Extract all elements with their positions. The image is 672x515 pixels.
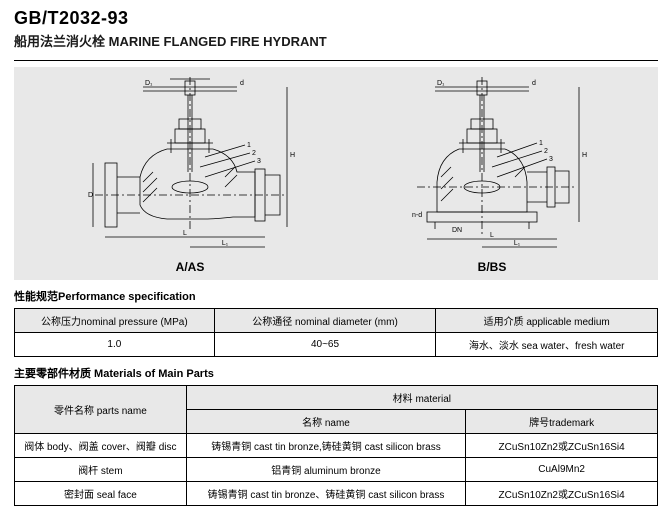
trademark-cell: ZCuSn10Zn2或ZCuSn16Si4 <box>466 482 658 506</box>
table-row: 密封面 seal face 铸锡青铜 cast tin bronze、铸硅黄铜 … <box>15 482 658 506</box>
spec-hdr-pressure: 公称压力nominal pressure (MPa) <box>15 309 215 333</box>
svg-text:d: d <box>240 80 244 87</box>
spec-hdr-diameter: 公称通径 nominal diameter (mm) <box>214 309 436 333</box>
table-row: 阀体 body、阀盖 cover、阀瓣 disc 铸锡青铜 cast tin b… <box>15 434 658 458</box>
svg-text:3: 3 <box>549 156 553 163</box>
diagram-panel: L L₁ D H D₁ d 1 2 3 A/AS <box>14 67 658 280</box>
name-cell: 铸锡青铜 cast tin bronze、铸硅黄铜 cast silicon b… <box>186 482 466 506</box>
parts-title: 主要零部件材质 Materials of Main Parts <box>14 365 658 381</box>
part-cell: 阀杆 stem <box>15 458 187 482</box>
spec-medium: 海水、淡水 sea water、fresh water <box>436 333 658 357</box>
svg-text:L₁: L₁ <box>514 240 521 247</box>
svg-text:DN: DN <box>452 227 462 234</box>
parts-table: 零件名称 parts name 材料 material 名称 name 牌号tr… <box>14 385 658 506</box>
hydrant-drawing-a: L L₁ D H D₁ d 1 2 3 <box>85 77 295 252</box>
spec-diameter: 40~65 <box>214 333 436 357</box>
diagram-b-label: B/BS <box>478 260 507 274</box>
svg-text:L₁: L₁ <box>222 240 229 247</box>
spec-hdr-medium: 适用介质 applicable medium <box>436 309 658 333</box>
svg-text:L: L <box>183 230 187 237</box>
header: GB/T2032-93 船用法兰消火栓 MARINE FLANGED FIRE … <box>0 0 672 56</box>
parts-hdr-trademark: 牌号trademark <box>466 410 658 434</box>
svg-text:1: 1 <box>539 140 543 147</box>
name-cell: 铝青铜 aluminum bronze <box>186 458 466 482</box>
svg-text:1: 1 <box>247 142 251 149</box>
svg-text:n-d: n-d <box>412 212 422 219</box>
svg-text:3: 3 <box>257 158 261 165</box>
divider <box>14 60 658 61</box>
page-title: 船用法兰消火栓 MARINE FLANGED FIRE HYDRANT <box>14 31 658 50</box>
trademark-cell: CuAl9Mn2 <box>466 458 658 482</box>
standard-code: GB/T2032-93 <box>14 8 658 29</box>
svg-text:H: H <box>582 152 587 159</box>
diagram-b: L L₁ H D₁ d n-d DN 1 2 3 B/BS <box>397 77 587 274</box>
parts-hdr-material: 材料 material <box>186 386 657 410</box>
spec-pressure: 1.0 <box>15 333 215 357</box>
name-cell: 铸锡青铜 cast tin bronze,铸硅黄铜 cast silicon b… <box>186 434 466 458</box>
svg-text:D₁: D₁ <box>145 80 153 87</box>
svg-text:L: L <box>490 232 494 239</box>
svg-text:2: 2 <box>252 150 256 157</box>
parts-hdr-matname: 名称 name <box>186 410 466 434</box>
trademark-cell: ZCuSn10Zn2或ZCuSn16Si4 <box>466 434 658 458</box>
svg-text:D: D <box>88 192 93 199</box>
svg-text:D₁: D₁ <box>437 80 445 87</box>
diagram-a-label: A/AS <box>176 260 205 274</box>
svg-text:2: 2 <box>544 148 548 155</box>
part-cell: 密封面 seal face <box>15 482 187 506</box>
diagram-a: L L₁ D H D₁ d 1 2 3 A/AS <box>85 77 295 274</box>
svg-text:H: H <box>290 152 295 159</box>
table-row: 阀杆 stem 铝青铜 aluminum bronze CuAl9Mn2 <box>15 458 658 482</box>
part-cell: 阀体 body、阀盖 cover、阀瓣 disc <box>15 434 187 458</box>
parts-hdr-name: 零件名称 parts name <box>15 386 187 434</box>
spec-title: 性能规范Performance specification <box>14 288 658 304</box>
svg-text:d: d <box>532 80 536 87</box>
hydrant-drawing-b: L L₁ H D₁ d n-d DN 1 2 3 <box>397 77 587 252</box>
spec-table: 公称压力nominal pressure (MPa) 公称通径 nominal … <box>14 308 658 357</box>
